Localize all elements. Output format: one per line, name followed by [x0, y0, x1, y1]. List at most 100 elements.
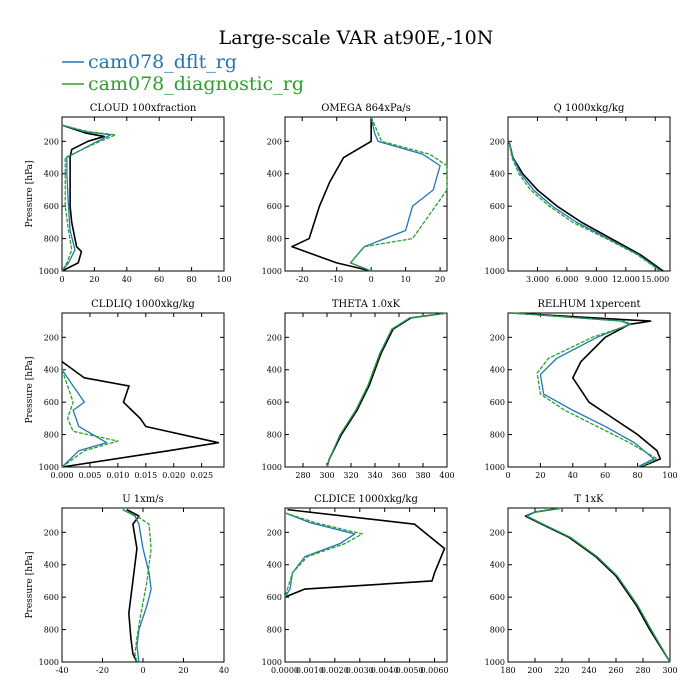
y-tick-label: 600	[44, 593, 59, 602]
x-tick-label: 0	[369, 275, 374, 284]
panel-title: RELHUM 1xpercent	[537, 299, 640, 310]
panel-title: CLOUD 100xfraction	[90, 103, 197, 114]
plot-frame	[284, 116, 448, 272]
x-tick-label: -20	[296, 275, 309, 284]
x-tick-label: 300	[662, 666, 677, 675]
series-line-diagnostic	[61, 124, 117, 272]
x-tick-label: 360	[391, 471, 406, 480]
x-tick-label: 0	[140, 666, 145, 675]
plot-frame	[507, 507, 671, 663]
x-tick-label: 300	[319, 471, 334, 480]
legend: cam078_dflt_rg cam078_diagnostic_rg	[62, 51, 304, 95]
series-line-obs	[291, 117, 372, 272]
x-tick-label: 0.005	[78, 471, 101, 480]
y-tick-label: 800	[490, 626, 505, 635]
y-tick-label: 400	[267, 366, 282, 375]
y-tick-label: 400	[490, 561, 505, 570]
series-line-dflt	[122, 509, 152, 663]
y-tick-label: 200	[267, 333, 282, 342]
series-line-diagnostic	[284, 512, 363, 598]
y-tick-label: 400	[267, 561, 282, 570]
y-tick-label: 1000	[262, 658, 282, 667]
y-tick-label: 400	[267, 170, 282, 179]
panel-title: CLDLIQ 1000xkg/kg	[91, 299, 195, 310]
y-tick-label: 600	[267, 202, 282, 211]
panel-title: CLDICE 1000xkg/kg	[314, 494, 418, 505]
x-tick-label: 100	[216, 275, 231, 284]
x-tick-label: -10	[330, 275, 343, 284]
x-tick-label: 6.000	[555, 275, 578, 284]
x-tick-label: 200	[527, 666, 542, 675]
x-tick-label: 20	[535, 471, 545, 480]
x-tick-label: 12.000	[612, 275, 640, 284]
x-tick-label: 40	[568, 471, 578, 480]
x-tick-label: 260	[608, 666, 623, 675]
y-axis-label: Pressure [hPa]	[25, 551, 35, 618]
y-tick-label: 800	[267, 626, 282, 635]
x-tick-label: 20	[89, 275, 99, 284]
y-tick-label: 800	[44, 626, 59, 635]
legend-label-dflt: cam078_dflt_rg	[88, 51, 237, 73]
series-line-diagnostic	[61, 369, 119, 468]
plot-frame	[61, 312, 225, 468]
y-tick-label: 1000	[39, 267, 59, 276]
x-tick-label: 380	[415, 471, 430, 480]
x-tick-label: 40	[122, 275, 132, 284]
y-tick-label: 200	[490, 137, 505, 146]
x-tick-label: 60	[600, 471, 610, 480]
y-tick-label: 800	[267, 431, 282, 440]
series-line-dflt	[526, 507, 671, 663]
x-tick-label: 0.020	[162, 471, 185, 480]
y-tick-label: 1000	[262, 463, 282, 472]
panel-2: OMEGA 864xPa/s 200 400 600 800 1000 -20 -10 0 10 2…	[262, 103, 448, 284]
y-tick-label: 600	[44, 202, 59, 211]
y-tick-label: 800	[490, 431, 505, 440]
x-tick-label: 0.015	[134, 471, 157, 480]
x-tick-label: 3.000	[526, 275, 549, 284]
x-tick-label: 100	[662, 471, 677, 480]
y-tick-label: 400	[44, 561, 59, 570]
series-line-obs	[508, 141, 664, 272]
panel-title: U 1xm/s	[122, 494, 164, 505]
plot-frame	[61, 507, 225, 663]
x-tick-label: 15.000	[641, 275, 669, 284]
series-line-obs	[61, 360, 220, 468]
panel-8: CLDICE 1000xkg/kg20040060080010000.00000…	[262, 494, 449, 675]
y-tick-label: 200	[44, 333, 59, 342]
series-line-diagnostic	[349, 116, 448, 272]
series-line-diagnostic	[511, 312, 658, 468]
y-tick-label: 1000	[262, 267, 282, 276]
plot-frame	[284, 312, 448, 468]
y-tick-label: 200	[44, 528, 59, 537]
panel-title: T 1xK	[574, 494, 604, 505]
y-tick-label: 200	[490, 333, 505, 342]
y-tick-label: 600	[490, 398, 505, 407]
series-line-obs	[524, 507, 671, 663]
y-tick-label: 800	[490, 235, 505, 244]
x-tick-label: 0.0010	[296, 666, 324, 675]
plot-frame	[507, 312, 671, 468]
panel-title: THETA 1.0xK	[332, 299, 401, 310]
panel-3: Q 1000xkg/kg 200 400 600 800 1000 3.000 6.000 9.…	[485, 103, 671, 284]
x-tick-label: 340	[367, 471, 382, 480]
y-tick-label: 1000	[39, 463, 59, 472]
x-tick-label: 0.010	[106, 471, 129, 480]
series-line-obs	[326, 312, 448, 468]
y-tick-label: 1000	[485, 267, 505, 276]
panel-title: OMEGA 864xPa/s	[321, 103, 411, 114]
y-tick-label: 600	[490, 202, 505, 211]
y-tick-label: 200	[267, 137, 282, 146]
series-line-obs	[284, 508, 446, 598]
y-tick-label: 200	[44, 137, 59, 146]
y-tick-label: 800	[44, 235, 59, 244]
series-line-diagnostic	[326, 312, 448, 468]
y-tick-label: 400	[490, 366, 505, 375]
plot-frame	[61, 116, 225, 272]
x-tick-label: 0.025	[190, 471, 213, 480]
y-tick-label: 800	[267, 235, 282, 244]
series-line-dflt	[511, 312, 655, 468]
x-tick-label: 0.000	[51, 471, 74, 480]
y-axis-label: Pressure [hPa]	[25, 356, 35, 423]
